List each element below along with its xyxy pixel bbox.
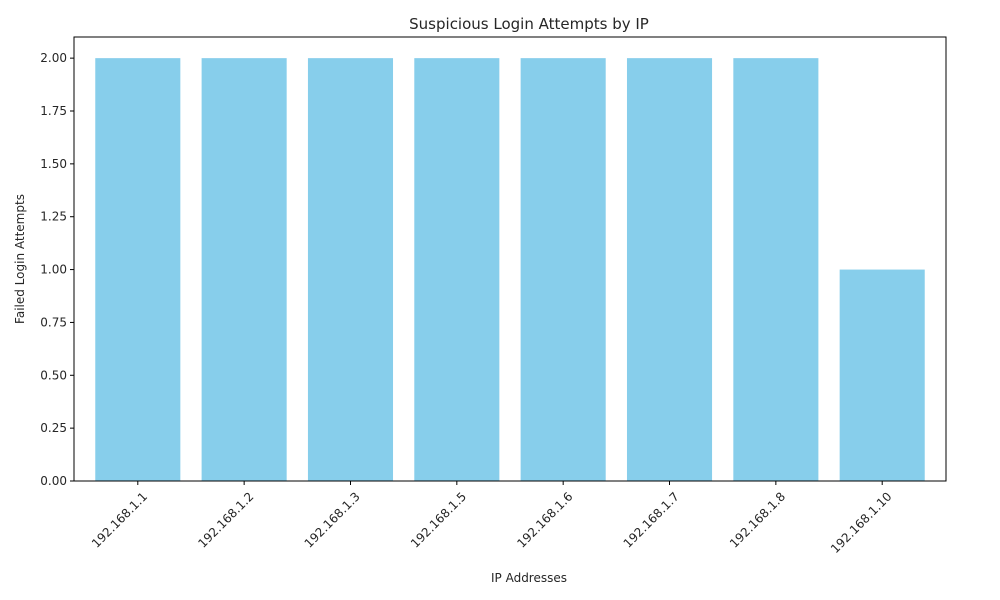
x-tick-label: 192.168.1.2 (195, 489, 256, 550)
bar (307, 58, 394, 481)
x-tick-label: 192.168.1.1 (89, 489, 150, 550)
y-tick-label: 1.50 (40, 157, 67, 171)
y-axis: 0.00 0.25 0.50 0.75 1.00 1.25 1.50 1.75 2.00 (40, 51, 74, 488)
x-axis-label: IP Addresses (491, 571, 567, 585)
y-axis-label: Failed Login Attempts (13, 194, 27, 324)
y-tick-label: 0.25 (40, 421, 67, 435)
bars-group (95, 58, 925, 481)
bar (626, 58, 713, 481)
bar (520, 58, 606, 481)
bar (95, 58, 181, 481)
plot-frame (73, 36, 947, 482)
x-tick-label: 192.168.1.5 (408, 489, 469, 550)
chart-title: Suspicious Login Attempts by IP (409, 15, 649, 33)
x-tick-label: 192.168.1.7 (621, 489, 682, 550)
bar (201, 58, 287, 481)
y-tick-label: 1.00 (40, 263, 67, 277)
y-tick-label: 1.75 (40, 104, 67, 118)
y-tick-label: 2.00 (40, 51, 67, 65)
x-tick-label: 192.168.1.3 (302, 489, 363, 550)
bar (414, 58, 500, 481)
y-tick-label: 1.25 (40, 210, 67, 224)
x-axis: 192.168.1.1 192.168.1.2 192.168.1.3 192.168… (89, 481, 895, 556)
bar (733, 58, 819, 481)
x-tick-label: 192.168.1.10 (828, 489, 895, 556)
x-tick-label: 192.168.1.6 (514, 489, 575, 550)
x-tick-label: 192.168.1.8 (727, 489, 788, 550)
y-tick-label: 0.75 (40, 315, 67, 329)
y-tick-label: 0.50 (40, 368, 67, 382)
bar (839, 269, 925, 481)
y-tick-label: 0.00 (40, 474, 67, 488)
